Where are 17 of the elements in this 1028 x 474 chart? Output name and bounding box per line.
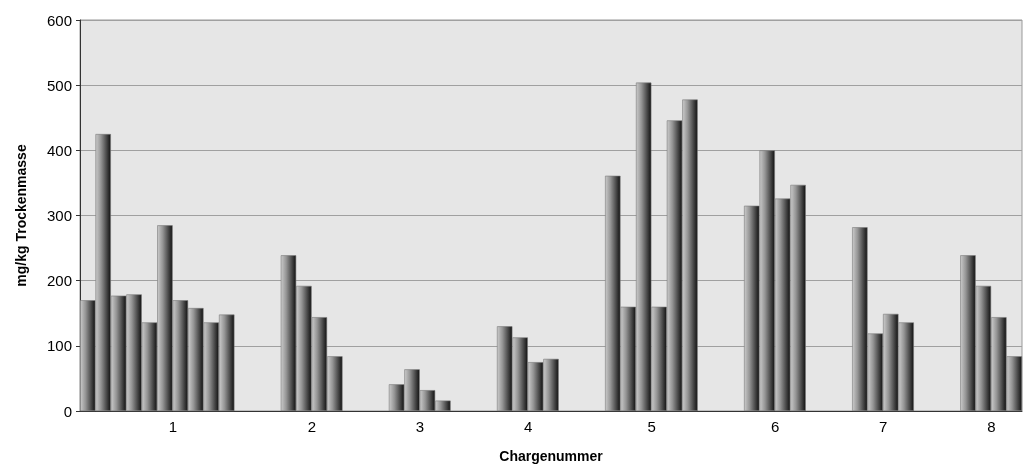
x-tick-label: 7 <box>879 418 888 435</box>
x-tick-label: 1 <box>168 418 178 435</box>
y-tick-label: 100 <box>46 337 72 355</box>
y-tick-label: 500 <box>46 76 72 94</box>
x-tick-label: 8 <box>987 418 996 435</box>
y-tick-label: 0 <box>63 402 72 420</box>
x-tick-label: 3 <box>415 418 425 435</box>
x-tick-label: 6 <box>771 418 780 435</box>
x-tick-label: 2 <box>307 418 317 435</box>
y-tick-label: 400 <box>46 141 72 159</box>
x-axis-title: Chargenummer <box>499 448 604 464</box>
y-axis-title: mg/kg Trockenmasse <box>13 144 29 287</box>
y-tick-label: 600 <box>46 11 72 29</box>
x-tick-label: 5 <box>647 418 656 435</box>
x-tick-label: 4 <box>523 418 533 435</box>
y-tick-label: 300 <box>46 207 72 224</box>
y-tick-label: 200 <box>46 272 72 290</box>
